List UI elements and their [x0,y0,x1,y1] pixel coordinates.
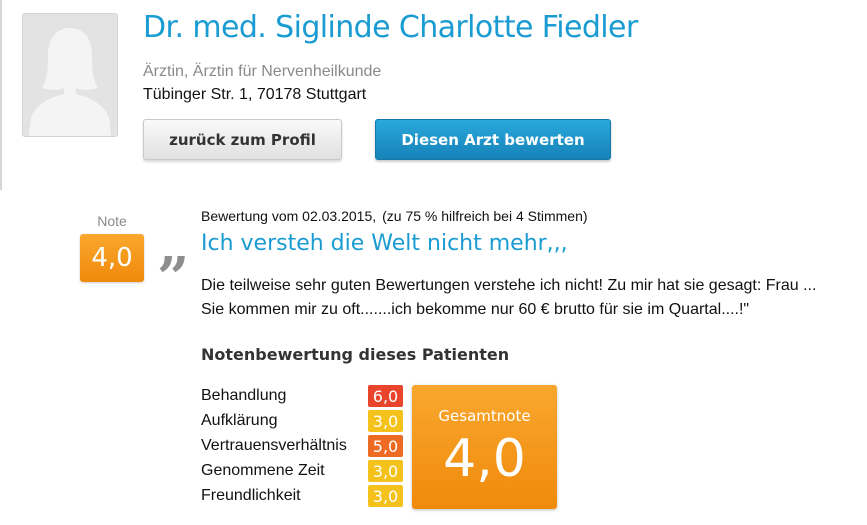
person-silhouette-icon [23,14,117,136]
note-label: Note [97,213,127,229]
back-to-profile-button[interactable]: zurück zum Profil [143,119,342,160]
criterion-grade-badge: 3,0 [368,460,403,482]
rate-doctor-label: Diesen Arzt bewerten [401,130,585,149]
criterion-row-vertrauensverhaeltnis: Vertrauensverhältnis 5,0 [201,435,411,460]
review-date: Bewertung vom 02.03.2015, [201,208,377,224]
quote-icon: „ [158,213,190,279]
criterion-label: Behandlung [201,387,287,404]
review-title: Ich versteh die Welt nicht mehr,,, [201,231,568,256]
criteria-list: Behandlung 6,0 Aufklärung 3,0 Vertrauens… [201,385,411,510]
criterion-grade-badge: 5,0 [368,435,403,457]
total-grade-box: Gesamtnote 4,0 [412,385,557,509]
review-meta: Bewertung vom 02.03.2015, (zu 75 % hilfre… [201,208,588,224]
total-grade-label: Gesamtnote [438,407,531,425]
rate-doctor-button[interactable]: Diesen Arzt bewerten [375,119,611,160]
review-text: Die teilweise sehr guten Bewertungen ver… [201,277,817,318]
criterion-label: Genommene Zeit [201,462,325,479]
note-badge: 4,0 [80,234,144,282]
criterion-label: Aufklärung [201,412,278,429]
criterion-label: Vertrauensverhältnis [201,437,347,454]
total-grade-value: 4,0 [443,429,526,489]
doctor-specialty: Ärztin, Ärztin für Nervenheilkunde [143,63,382,80]
doctor-address: Tübinger Str. 1, 70178 Stuttgart [143,86,367,103]
criterion-label: Freundlichkeit [201,487,301,504]
criterion-grade-badge: 3,0 [368,485,403,507]
criterion-row-aufklaerung: Aufklärung 3,0 [201,410,411,435]
criterion-row-freundlichkeit: Freundlichkeit 3,0 [201,485,411,510]
review-helpful-votes: (zu 75 % hilfreich bei 4 Stimmen) [382,208,588,224]
doctor-name: Dr. med. Siglinde Charlotte Fiedler [143,10,638,45]
ratings-section-title: Notenbewertung dieses Patienten [201,345,510,364]
criterion-row-behandlung: Behandlung 6,0 [201,385,411,410]
left-divider [0,0,2,190]
doctor-avatar [22,13,118,137]
back-to-profile-label: zurück zum Profil [169,130,316,149]
criterion-row-genommene-zeit: Genommene Zeit 3,0 [201,460,411,485]
criterion-grade-badge: 3,0 [368,410,403,432]
criterion-grade-badge: 6,0 [368,385,403,407]
